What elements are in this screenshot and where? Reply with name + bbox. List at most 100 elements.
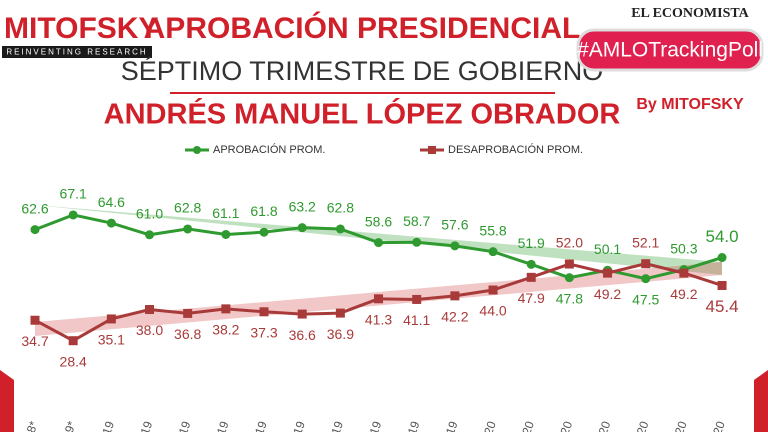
point — [68, 336, 78, 346]
data-label: 41.1 — [403, 312, 430, 328]
data-label: 44.0 — [479, 303, 506, 319]
chart-title: APROBACIÓN PRESIDENCIAL — [144, 11, 581, 45]
data-label: 61.8 — [250, 203, 277, 219]
hashtag-badge — [576, 28, 764, 72]
x-tick-label: 19* — [60, 419, 79, 432]
point — [145, 305, 155, 315]
data-label: 36.8 — [174, 326, 201, 342]
x-tick-label: /19 — [213, 419, 232, 432]
data-label: 35.1 — [98, 332, 125, 348]
data-label: 36.9 — [327, 326, 354, 342]
point — [526, 272, 536, 282]
data-label: 61.1 — [212, 205, 239, 221]
point — [297, 309, 307, 319]
data-label: 50.1 — [594, 241, 621, 257]
corner-decor — [0, 370, 14, 432]
data-label: 42.2 — [441, 309, 468, 325]
data-label: 45.4 — [706, 297, 739, 316]
data-label: 38.2 — [212, 322, 239, 338]
x-tick-label: /19 — [251, 419, 270, 432]
x-tick-label: 18* — [21, 419, 40, 432]
point — [717, 280, 727, 290]
data-label: 52.1 — [632, 234, 659, 250]
x-tick-label: /19 — [442, 419, 461, 432]
data-label: 64.6 — [98, 194, 125, 210]
data-label: 34.7 — [21, 333, 48, 349]
brand-tagline: REINVENTING RESEARCH — [6, 48, 147, 57]
x-tick-label: /20 — [671, 419, 690, 432]
point — [145, 230, 155, 240]
point — [526, 259, 536, 269]
data-label: 54.0 — [706, 227, 739, 246]
data-label: 47.8 — [556, 290, 583, 306]
x-tick-label: /19 — [404, 419, 423, 432]
data-label: 62.6 — [21, 200, 48, 216]
point — [68, 210, 78, 220]
point — [412, 237, 422, 247]
tagline-bg — [2, 46, 152, 58]
point — [221, 304, 231, 314]
data-label: 63.2 — [289, 198, 316, 214]
point — [564, 259, 574, 269]
point — [717, 253, 727, 263]
legend-label: DESAPROBACIÓN PROM. — [448, 143, 583, 156]
data-label: 55.8 — [479, 222, 506, 238]
x-tick-label: /20 — [594, 419, 613, 432]
chart-subtitle: SÉPTIMO TRIMESTRE DE GOBIERNO — [121, 56, 604, 86]
point — [335, 308, 345, 318]
point — [335, 224, 345, 234]
data-label: 61.0 — [136, 205, 163, 221]
point — [564, 273, 574, 283]
hashtag: #AMLOTrackingPoll — [577, 39, 763, 62]
data-label: 47.9 — [518, 290, 545, 306]
data-label: 49.2 — [670, 286, 697, 302]
data-label: 58.7 — [403, 213, 430, 229]
point — [488, 285, 498, 295]
data-label: 50.3 — [670, 240, 697, 256]
data-label: 62.8 — [174, 200, 201, 216]
point — [641, 274, 651, 284]
point — [30, 315, 40, 325]
point — [679, 268, 689, 278]
data-label: 36.6 — [289, 327, 316, 343]
data-label: 57.6 — [441, 217, 468, 233]
data-label: 28.4 — [60, 353, 87, 369]
corner-decor — [754, 370, 768, 432]
data-label: 62.8 — [327, 200, 354, 216]
point — [412, 294, 422, 304]
by-logo: By MITOFSKY — [636, 96, 744, 113]
point — [30, 225, 40, 235]
x-tick-label: /19 — [327, 419, 346, 432]
data-label: 52.0 — [556, 235, 583, 251]
x-tick-label: /19 — [289, 419, 308, 432]
data-label: 41.3 — [365, 311, 392, 327]
point — [488, 247, 498, 257]
data-label: 47.5 — [632, 291, 659, 307]
x-tick-label: /19 — [365, 419, 384, 432]
point — [106, 314, 116, 324]
x-tick-label: /20 — [518, 419, 537, 432]
point — [374, 294, 384, 304]
point — [641, 259, 651, 269]
x-tick-label: /20 — [633, 419, 652, 432]
chart-subject: ANDRÉS MANUEL LÓPEZ OBRADOR — [104, 97, 621, 131]
x-tick-label: /20 — [480, 419, 499, 432]
x-tick-label: /20 — [556, 419, 575, 432]
point — [106, 218, 116, 228]
point — [297, 223, 307, 233]
legend-marker — [193, 146, 201, 154]
data-label: 58.6 — [365, 213, 392, 229]
x-tick-label: /20 — [709, 419, 728, 432]
data-label: 49.2 — [594, 286, 621, 302]
data-label: 51.9 — [518, 235, 545, 251]
x-tick-label: /19 — [175, 419, 194, 432]
point — [259, 307, 269, 317]
legend-marker — [428, 146, 436, 154]
x-tick-label: /19 — [136, 419, 155, 432]
point — [603, 268, 613, 278]
data-label: 37.3 — [250, 324, 277, 340]
partner-logo: EL ECONOMISTA — [631, 6, 749, 21]
legend-label: APROBACIÓN PROM. — [213, 143, 325, 156]
point — [221, 229, 231, 239]
